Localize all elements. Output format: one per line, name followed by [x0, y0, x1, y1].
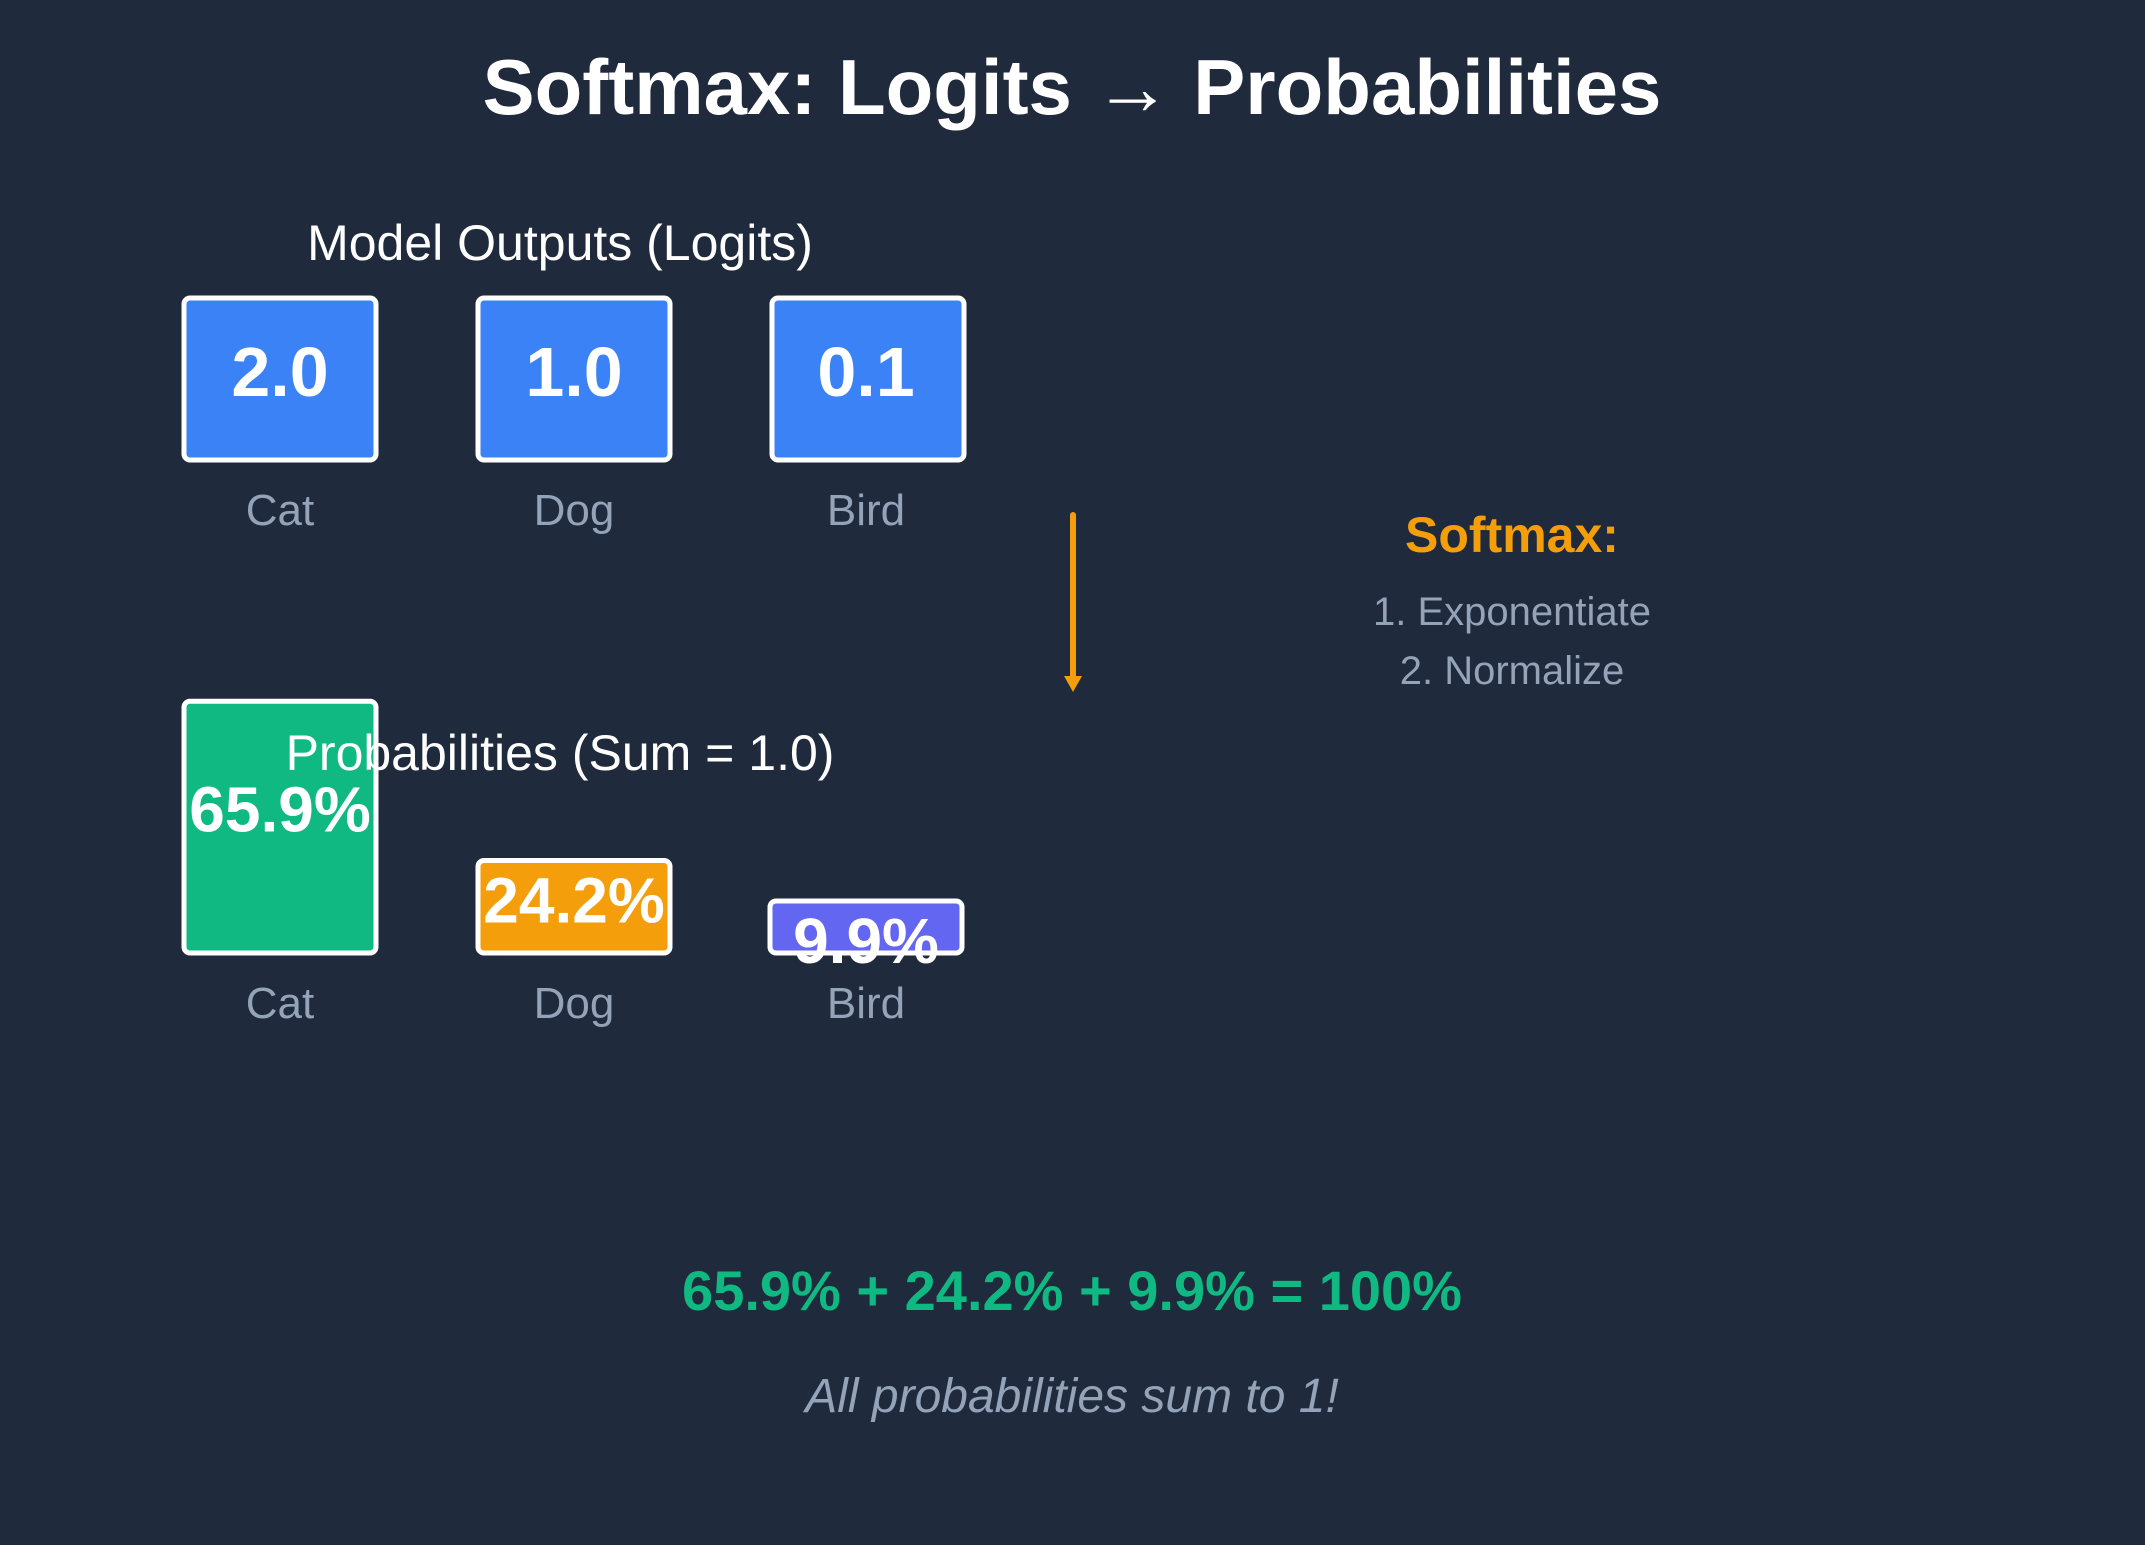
- probability-label-cat: Cat: [246, 979, 314, 1028]
- probability-value-bird: 9.9%: [793, 905, 939, 977]
- sum-footnote: All probabilities sum to 1!: [802, 1370, 1339, 1423]
- probability-bar-dog: [475, 858, 673, 956]
- probability-value-dog: 24.2%: [483, 865, 664, 937]
- logit-cat: 2.0 Cat: [181, 295, 379, 535]
- probabilities-heading: Probabilities (Sum = 1.0): [286, 725, 835, 781]
- probability-bars: [181, 698, 965, 956]
- logit-box-dog: [475, 295, 673, 463]
- probability-bar-bird: [767, 898, 965, 956]
- softmax-title: Softmax:: [1405, 507, 1619, 563]
- probability-label-dog: Dog: [534, 979, 615, 1028]
- probability-bar-cat: [181, 698, 379, 956]
- logit-box-bird: [769, 295, 967, 463]
- logit-box-cat: [181, 295, 379, 463]
- softmax-step-2: 2. Normalize: [1400, 649, 1625, 693]
- logit-bird: 0.1 Bird: [769, 295, 967, 535]
- logits-heading: Model Outputs (Logits): [307, 215, 813, 271]
- probability-value-cat: 65.9%: [189, 773, 370, 845]
- logit-label-cat: Cat: [246, 486, 314, 535]
- logit-label-bird: Bird: [827, 486, 905, 535]
- logit-label-dog: Dog: [534, 486, 615, 535]
- sum-equation: 65.9% + 24.2% + 9.9% = 100%: [682, 1259, 1462, 1322]
- logit-value-cat: 2.0: [231, 333, 328, 411]
- softmax-step-1: 1. Exponentiate: [1373, 590, 1651, 634]
- page-title: Softmax: Logits → Probabilities: [483, 43, 1662, 131]
- logit-value-bird: 0.1: [817, 333, 914, 411]
- transform-arrow-icon: [1064, 512, 1082, 692]
- probability-label-bird: Bird: [827, 979, 905, 1028]
- logit-value-dog: 1.0: [525, 333, 622, 411]
- logit-dog: 1.0 Dog: [475, 295, 673, 535]
